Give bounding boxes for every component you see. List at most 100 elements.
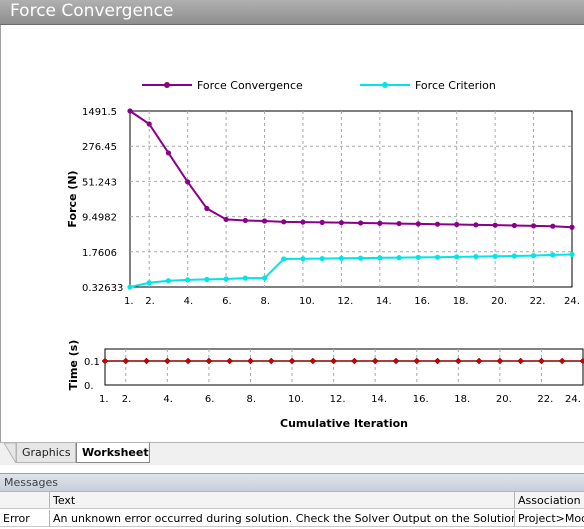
time-series-point — [122, 357, 130, 365]
table-top-border — [0, 491, 584, 492]
force-y-tick-label: 9.4982 — [82, 213, 117, 224]
force-y-tick-label: 1491.5 — [82, 107, 117, 118]
time-x-tick-label: 4. — [163, 394, 173, 405]
time-series-point — [226, 357, 234, 365]
force-x-tick-label: 2. — [145, 296, 155, 307]
legend-marker-force-convergence — [164, 82, 170, 88]
time-series-point — [267, 357, 275, 365]
force-convergence-point — [165, 150, 172, 156]
time-series-point — [517, 357, 525, 365]
force-convergence-point — [473, 222, 479, 228]
force-criterion-point — [338, 255, 344, 261]
force-criterion-point — [242, 275, 248, 281]
force-convergence-point — [377, 220, 383, 226]
time-series-point — [163, 357, 171, 365]
time-series-point — [558, 357, 566, 365]
force-y-tick-label: 51.243 — [82, 177, 117, 188]
force-x-tick-label: 16. — [414, 296, 430, 307]
time-series-point — [288, 357, 296, 365]
messages-title: Messages — [4, 476, 58, 489]
time-x-tick-label: 14. — [371, 394, 387, 405]
time-series-point — [579, 357, 584, 365]
legend-label-force-convergence: Force Convergence — [197, 79, 303, 92]
force-criterion-point — [396, 255, 402, 261]
window-title: Force Convergence — [10, 1, 174, 21]
force-convergence-point — [511, 222, 517, 229]
time-x-tick-label: 2. — [122, 394, 132, 405]
force-criterion-point — [300, 256, 306, 262]
tab-bar: Graphics Worksheet — [0, 442, 584, 465]
force-convergence-point — [492, 222, 498, 228]
left-border — [0, 25, 1, 442]
time-y-tick-label: 0.1 — [84, 357, 100, 368]
time-series-point — [371, 357, 379, 365]
messages-table: Text Association Error An unknown error … — [0, 492, 584, 529]
force-criterion-point — [569, 251, 575, 258]
force-convergence-point — [185, 179, 191, 185]
force-criterion-point — [473, 253, 479, 260]
time-series-point — [205, 357, 213, 365]
time-x-tick-label: 24. — [565, 394, 581, 405]
time-series-point — [413, 357, 421, 365]
force-x-tick-label: 6. — [222, 296, 232, 307]
tab-worksheet[interactable]: Worksheet — [76, 443, 150, 463]
force-x-tick-label: 4. — [184, 296, 194, 307]
force-criterion-point — [261, 275, 268, 281]
time-series-point — [351, 357, 358, 365]
messages-panel-header: Messages — [0, 473, 584, 492]
time-x-tick-label: 6. — [205, 394, 215, 405]
force-convergence-point — [319, 219, 325, 225]
time-x-tick-label: 8. — [246, 394, 256, 405]
message-type-cell[interactable]: Error — [0, 510, 50, 527]
time-x-tick-label: 22. — [537, 394, 553, 405]
convergence-chart: Force Convergence Force Criterion 1491.5 27… — [66, 79, 584, 430]
legend-label-force-criterion: Force Criterion — [415, 79, 496, 92]
column-header-type[interactable] — [0, 492, 50, 509]
force-y-tick-label: 1.7606 — [82, 248, 117, 259]
window-title-bar: Force Convergence — [0, 0, 584, 25]
force-criterion-point — [281, 256, 287, 262]
force-criterion-point — [165, 278, 172, 284]
force-convergence-point — [146, 121, 152, 127]
force-convergence-point — [396, 220, 402, 227]
force-convergence-point — [300, 219, 306, 225]
column-header-text[interactable]: Text — [50, 492, 515, 509]
time-series-point — [538, 357, 545, 365]
time-x-tick-label: 10. — [288, 394, 304, 405]
force-convergence-point — [223, 216, 229, 223]
force-criterion-point — [492, 253, 498, 259]
time-x-tick-label: 16. — [413, 394, 429, 405]
force-x-tick-label: 20. — [491, 296, 507, 307]
time-series-point — [309, 357, 317, 365]
time-series-point — [434, 357, 441, 365]
force-criterion-point — [358, 255, 364, 261]
force-criterion-point — [454, 254, 460, 260]
force-criterion-point — [223, 276, 229, 282]
force-convergence-point — [415, 221, 421, 227]
tab-graphics[interactable]: Graphics — [16, 443, 76, 463]
force-convergence-point — [358, 220, 364, 226]
time-plot-frame — [104, 348, 584, 386]
force-x-tick-label: 12. — [337, 296, 353, 307]
x-axis-label: Cumulative Iteration — [280, 417, 408, 430]
force-criterion-point — [127, 284, 133, 290]
force-criterion-line — [129, 253, 573, 288]
force-x-tick-label: 1. — [124, 296, 134, 307]
force-convergence-point — [204, 205, 210, 212]
force-convergence-point — [434, 221, 441, 227]
time-x-tick-label: 12. — [330, 394, 346, 405]
force-x-tick-label: 10. — [299, 296, 315, 307]
force-x-tick-label: 8. — [261, 296, 271, 307]
force-convergence-point — [261, 218, 268, 224]
column-header-association[interactable]: Association — [515, 492, 584, 509]
time-series-point — [392, 357, 400, 365]
force-criterion-point — [511, 253, 517, 259]
force-criterion-point — [530, 252, 537, 259]
tab-slant-decoration — [4, 443, 16, 463]
message-association-cell[interactable]: Project>Model>Static Structural>Solution — [515, 510, 584, 527]
force-convergence-point — [338, 220, 344, 226]
force-criterion-point — [550, 252, 556, 258]
force-convergence-point — [242, 217, 248, 224]
force-criterion-point — [377, 255, 383, 261]
message-text-cell[interactable]: An unknown error occurred during solutio… — [50, 510, 515, 527]
